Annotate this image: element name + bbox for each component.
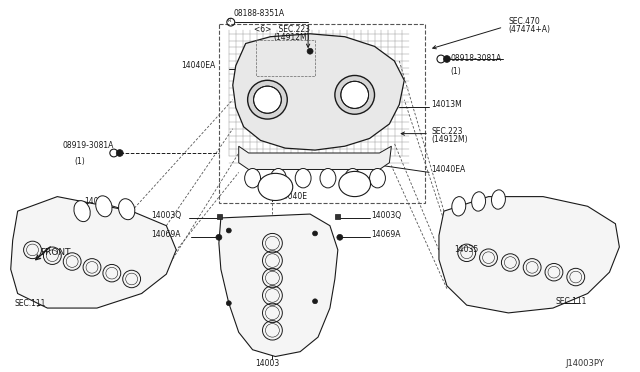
Circle shape	[248, 80, 287, 119]
Circle shape	[216, 234, 222, 240]
Text: 14003Q: 14003Q	[372, 211, 402, 219]
Text: SEC.111: SEC.111	[556, 297, 588, 306]
Text: (14912M): (14912M)	[431, 135, 468, 144]
Bar	[217, 214, 222, 219]
Polygon shape	[219, 214, 338, 356]
Circle shape	[312, 299, 317, 304]
Text: SEC.470: SEC.470	[508, 17, 540, 26]
Circle shape	[227, 228, 231, 233]
Ellipse shape	[74, 201, 90, 222]
Ellipse shape	[339, 171, 371, 197]
Text: 08918-3081A: 08918-3081A	[451, 54, 502, 64]
Ellipse shape	[452, 197, 466, 216]
Polygon shape	[239, 146, 392, 170]
Circle shape	[307, 48, 313, 54]
Circle shape	[341, 81, 369, 108]
Polygon shape	[439, 197, 620, 313]
Circle shape	[335, 76, 374, 114]
Text: J14003PY: J14003PY	[566, 359, 605, 368]
Circle shape	[444, 55, 451, 62]
Circle shape	[337, 234, 343, 240]
Ellipse shape	[96, 196, 112, 217]
Polygon shape	[233, 34, 404, 150]
Ellipse shape	[492, 190, 506, 209]
Circle shape	[253, 86, 282, 113]
Polygon shape	[11, 197, 176, 308]
Ellipse shape	[295, 169, 311, 188]
Text: (1): (1)	[74, 157, 85, 166]
Text: 14003Q: 14003Q	[152, 211, 182, 219]
Bar	[219, 24, 425, 203]
Text: SEC.111: SEC.111	[15, 299, 46, 308]
Circle shape	[312, 231, 317, 236]
Ellipse shape	[345, 169, 361, 188]
Text: 08919-3081A: 08919-3081A	[62, 141, 114, 150]
Ellipse shape	[472, 192, 486, 211]
Text: 14040E: 14040E	[278, 192, 307, 201]
Text: R: R	[227, 18, 230, 23]
Text: (47474+A): (47474+A)	[508, 25, 550, 34]
Bar	[335, 214, 340, 219]
Text: 14035: 14035	[84, 197, 108, 206]
Ellipse shape	[244, 169, 260, 188]
Ellipse shape	[118, 199, 135, 220]
Text: 14069A: 14069A	[152, 230, 181, 239]
Ellipse shape	[320, 169, 336, 188]
Text: 14003: 14003	[255, 359, 280, 368]
Text: 08188-8351A: 08188-8351A	[234, 9, 285, 18]
Text: 14069A: 14069A	[372, 230, 401, 239]
Text: 14040EA: 14040EA	[431, 165, 465, 174]
Text: 14013M: 14013M	[431, 100, 462, 109]
Text: (14912M): (14912M)	[273, 33, 310, 42]
Circle shape	[116, 150, 124, 156]
Ellipse shape	[271, 169, 286, 188]
Text: SEC.223: SEC.223	[431, 127, 463, 136]
Text: (1): (1)	[451, 67, 461, 76]
Circle shape	[227, 301, 231, 306]
Text: 14040EA: 14040EA	[181, 61, 216, 70]
Text: FRONT: FRONT	[40, 248, 71, 257]
Ellipse shape	[369, 169, 385, 188]
Ellipse shape	[258, 173, 292, 201]
Bar	[255, 39, 315, 76]
Text: <6>   SEC.223: <6> SEC.223	[253, 25, 310, 34]
Text: 14035: 14035	[454, 246, 478, 254]
